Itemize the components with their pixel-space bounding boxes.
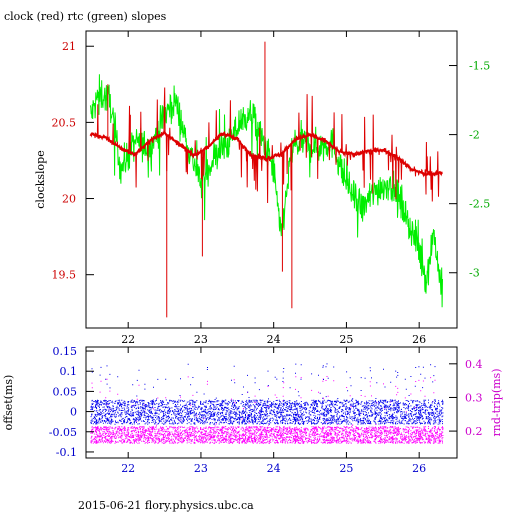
- top-y2-tick-label-2: -2: [469, 129, 480, 142]
- bottom-x-tick-label-4: 26: [412, 462, 426, 475]
- top-y-axis-label: clockslope: [34, 150, 47, 208]
- top-panel: 22 23 24 25 26 19.5 20 20.5 21 -3 -2.5 -2 -1.5 clock…: [34, 30, 490, 346]
- bottom-y2-tick-label-0: 0.2: [465, 425, 483, 438]
- top-series-layer: [89, 41, 443, 318]
- top-y-tick-label-1: 20: [62, 193, 76, 206]
- bottom-x-tick-label-2: 24: [267, 462, 281, 475]
- top-y-tick-label-2: 20.5: [52, 116, 77, 129]
- top-plot-frame: [85, 30, 458, 329]
- bottom-panel: 22 23 24 25 26 -0.1 -0.05 0 0.05 0.1 0.15 0.2 0.3 0.4…: [2, 345, 503, 475]
- bottom-plot-frame: [85, 346, 458, 459]
- top-axes: 22 23 24 25 26 19.5 20 20.5 21 -3 -2.5 -2 -1.5: [52, 31, 490, 346]
- bottom-axes: 22 23 24 25 26 -0.1 -0.05 0 0.05 0.1 0.15 0.2 0.3 0.4: [49, 345, 483, 475]
- series-rtc-line: [89, 74, 443, 308]
- top-y2-tick-label-0: -3: [469, 267, 480, 280]
- top-x-tick-label-1: 23: [194, 333, 208, 346]
- bottom-y2-axis-label: rnd-trip(ms): [490, 369, 503, 437]
- bottom-y-tick-label-5: 0.15: [53, 345, 78, 358]
- top-x-tick-label-4: 26: [412, 333, 426, 346]
- bottom-y-tick-label-4: 0.1: [60, 365, 78, 378]
- bottom-y-tick-label-1: -0.05: [49, 426, 77, 439]
- series-clock-smooth: [89, 130, 443, 176]
- series-offset-points: [90, 363, 444, 425]
- bottom-x-tick-label-0: 22: [121, 462, 135, 475]
- top-y-tick-label-0: 19.5: [52, 269, 77, 282]
- bottom-y-tick-label-0: -0.1: [56, 446, 77, 459]
- footer-text: 2015-06-21 flory.physics.ubc.ca: [78, 499, 254, 512]
- bottom-x-tick-label-1: 23: [194, 462, 208, 475]
- bottom-y2-tick-label-2: 0.4: [465, 358, 483, 371]
- top-x-tick-label-3: 25: [339, 333, 353, 346]
- top-y-tick-label-3: 21: [62, 40, 76, 53]
- bottom-series-layer: [90, 363, 444, 444]
- top-y2-tick-label-3: -1.5: [469, 60, 490, 73]
- top-x-tick-label-2: 24: [267, 333, 281, 346]
- top-y2-tick-label-1: -2.5: [469, 198, 490, 211]
- chart-title: clock (red) rtc (green) slopes: [4, 10, 167, 23]
- top-x-tick-label-0: 22: [121, 333, 135, 346]
- bottom-y2-tick-label-1: 0.3: [465, 391, 483, 404]
- bottom-y-axis-label: offset(ms): [2, 375, 15, 431]
- bottom-y-tick-label-2: 0: [70, 406, 77, 419]
- bottom-x-tick-label-3: 25: [339, 462, 353, 475]
- series-rndtrip-points: [90, 376, 444, 444]
- bottom-y-tick-label-3: 0.05: [53, 385, 78, 398]
